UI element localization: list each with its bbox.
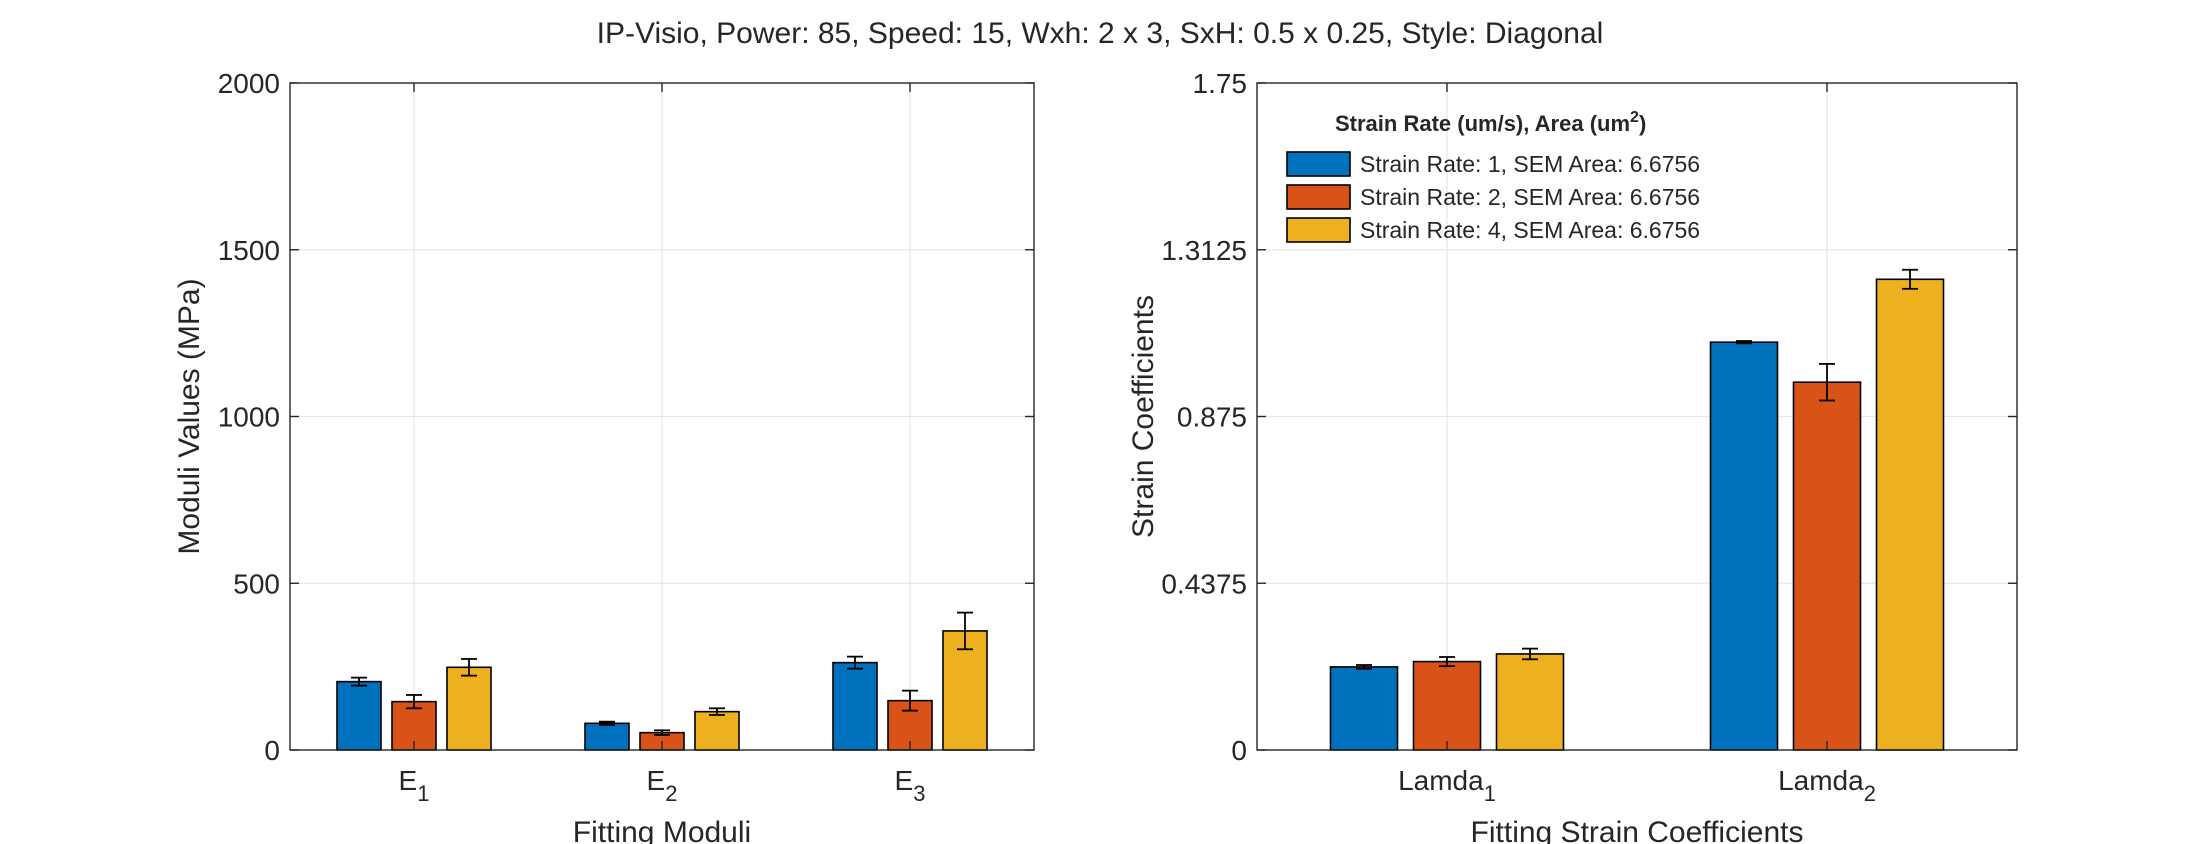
- y-tick-label: 2000: [218, 68, 280, 99]
- bar-series-1-cat-2: [584, 722, 630, 751]
- bar-series-3-cat-2: [1875, 278, 1945, 751]
- bar-series-3-cat-1: [446, 666, 492, 751]
- y-tick-label: 0: [264, 735, 280, 766]
- bar-series-1-cat-3: [832, 661, 878, 751]
- bar-series-3-cat-1: [1495, 653, 1565, 751]
- bar-series-2-cat-2: [1792, 381, 1862, 751]
- legend-swatch-3: [1286, 217, 1351, 243]
- bar-series-1-cat-2: [1709, 341, 1779, 751]
- moduli-chart: 0 500 1000 1500 2000 E1 E2 E3 Fitting Moduli Modu…: [173, 68, 1035, 844]
- bar-series-3-cat-2: [694, 710, 740, 751]
- bar-series-2-cat-1: [1412, 660, 1482, 751]
- y-tick-label: 1.3125: [1161, 235, 1247, 266]
- x-tick-label: E3: [895, 765, 926, 806]
- legend-swatch-2: [1286, 184, 1351, 210]
- x-axis-label: Fitting Strain Coefficients: [1471, 816, 1804, 844]
- bar-series-3-cat-3: [942, 630, 988, 751]
- x-axis-label: Fitting Moduli: [573, 816, 751, 844]
- y-axis-label: Strain Coefficients: [1127, 295, 1160, 538]
- y-tick-label: 1000: [218, 402, 280, 433]
- legend-title: Strain Rate (um/s), Area (um2): [1335, 109, 1646, 136]
- strain-coefficients-chart: 0 0.4375 0.875 1.3125 1.75 Lamda1 Lamda2 Fittin…: [1127, 68, 2018, 844]
- bar-series-1-cat-1: [336, 680, 382, 751]
- x-tick-label: Lamda1: [1398, 765, 1496, 806]
- figure-title: IP-Visio, Power: 85, Speed: 15, Wxh: 2 x…: [597, 17, 1604, 50]
- y-tick-label: 500: [233, 568, 280, 599]
- legend-entry-1: Strain Rate: 1, SEM Area: 6.6756: [1360, 151, 1700, 177]
- legend-entry-3: Strain Rate: 4, SEM Area: 6.6756: [1360, 217, 1700, 243]
- legend-swatch-1: [1286, 151, 1351, 177]
- y-axis-label: Moduli Values (MPa): [173, 278, 206, 554]
- legend-entry-2: Strain Rate: 2, SEM Area: 6.6756: [1360, 184, 1700, 210]
- y-tick-label: 1.75: [1193, 68, 1248, 99]
- x-tick-label: Lamda2: [1778, 765, 1876, 806]
- x-tick-label: E2: [647, 765, 678, 806]
- bar-series-1-cat-1: [1329, 666, 1399, 751]
- x-tick-label: E1: [399, 765, 430, 806]
- legend: Strain Rate (um/s), Area (um2) Strain Rat…: [1286, 109, 1700, 243]
- y-tick-label: 0.875: [1177, 402, 1247, 433]
- y-tick-label: 0.4375: [1161, 568, 1247, 599]
- y-tick-label: 0: [1231, 735, 1247, 766]
- y-tick-label: 1500: [218, 235, 280, 266]
